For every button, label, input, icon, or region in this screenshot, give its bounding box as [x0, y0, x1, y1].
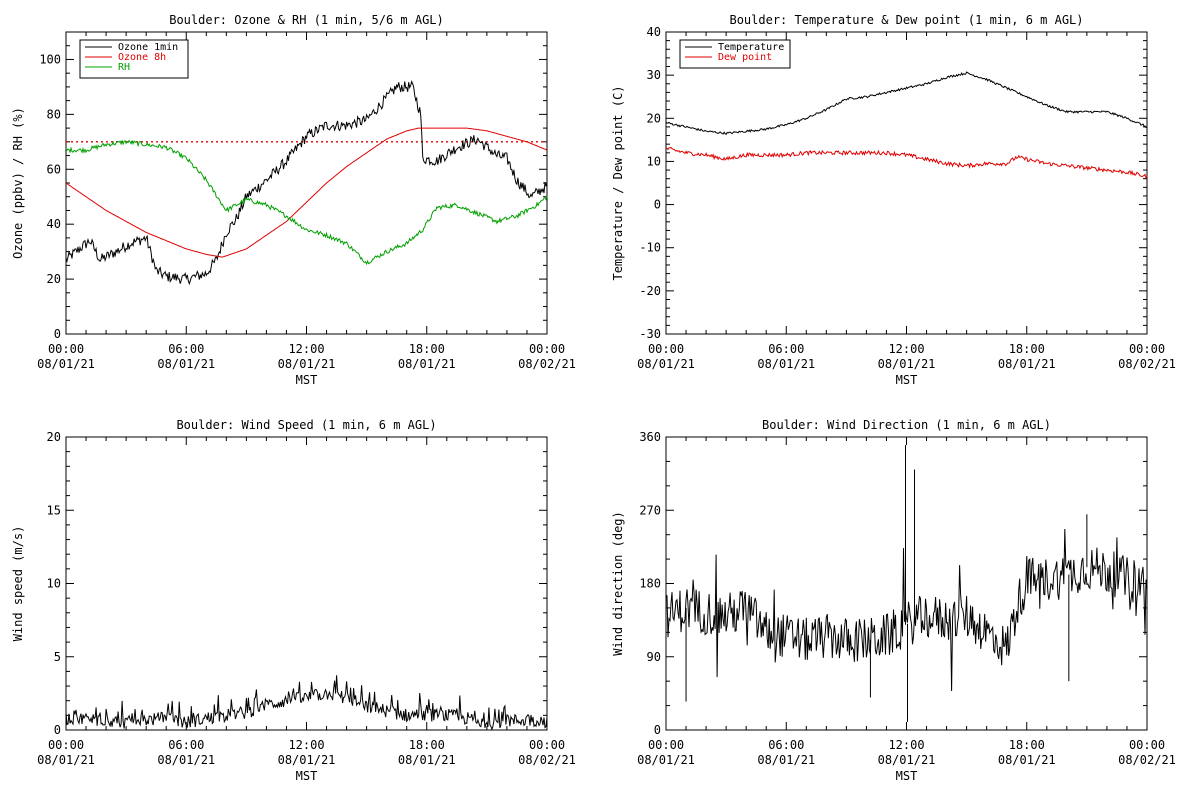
- y-tick-label: 10: [647, 154, 661, 168]
- x-tick-time: 12:00: [288, 342, 324, 356]
- x-tick-date: 08/01/21: [278, 753, 336, 767]
- y-tick-label: 180: [639, 577, 661, 591]
- x-tick-time: 00:00: [48, 738, 84, 752]
- x-tick-time: 06:00: [168, 342, 204, 356]
- y-tick-label: 20: [47, 272, 61, 286]
- y-tick-label: 60: [47, 162, 61, 176]
- series-line-temperature: [665, 71, 1148, 136]
- x-axis-label: MST: [296, 769, 318, 783]
- x-tick-date: 08/01/21: [398, 357, 456, 371]
- x-tick-time: 06:00: [768, 738, 804, 752]
- y-tick-label: 15: [47, 503, 61, 517]
- y-tick-label: 10: [47, 577, 61, 591]
- series-line-wind-direction: [665, 528, 1148, 692]
- y-tick-label: 270: [639, 503, 661, 517]
- x-tick-date: 08/02/21: [1118, 357, 1176, 371]
- x-tick-date: 08/02/21: [518, 753, 576, 767]
- x-tick-time: 18:00: [409, 738, 445, 752]
- series-line-ozone-1min: [65, 80, 548, 286]
- y-tick-label: 20: [47, 430, 61, 444]
- wind-speed-panel: Boulder: Wind Speed (1 min, 6 m AGL) Wind…: [11, 418, 576, 783]
- x-tick-time: 00:00: [1129, 738, 1165, 752]
- x-tick-date: 08/01/21: [637, 357, 695, 371]
- chart-title: Boulder: Temperature & Dew point (1 min,…: [729, 13, 1083, 27]
- legend-entry: Ozone 1min: [118, 42, 178, 53]
- plot-frame: [65, 436, 548, 731]
- legend-box: [679, 39, 791, 69]
- y-axis-label: Wind speed (m/s): [11, 526, 25, 642]
- x-tick-time: 00:00: [48, 342, 84, 356]
- y-axis-label: Ozone (ppbv) / RH (%): [11, 107, 25, 259]
- x-axis-label: MST: [896, 373, 918, 387]
- x-tick-time: 18:00: [1009, 342, 1045, 356]
- x-tick-time: 12:00: [888, 342, 924, 356]
- series-line-rh: [65, 139, 548, 266]
- x-tick-time: 06:00: [768, 342, 804, 356]
- chart-title: Boulder: Wind Direction (1 min, 6 m AGL): [762, 418, 1051, 432]
- x-tick-date: 08/01/21: [878, 753, 936, 767]
- y-tick-label: 0: [654, 723, 661, 737]
- x-tick-date: 08/01/21: [157, 753, 215, 767]
- x-tick-time: 12:00: [288, 738, 324, 752]
- y-tick-label: 80: [47, 107, 61, 121]
- temperature-dewpoint-panel: Boulder: Temperature & Dew point (1 min,…: [611, 13, 1176, 387]
- y-tick-label: -20: [639, 284, 661, 298]
- x-tick-date: 08/01/21: [37, 753, 95, 767]
- x-tick-time: 00:00: [529, 738, 565, 752]
- x-tick-date: 08/01/21: [37, 357, 95, 371]
- x-tick-time: 00:00: [529, 342, 565, 356]
- legend-entry: RH: [118, 62, 130, 73]
- chart-title: Boulder: Wind Speed (1 min, 6 m AGL): [176, 418, 436, 432]
- y-tick-label: 40: [647, 25, 661, 39]
- plot-frame: [665, 436, 1148, 731]
- chart-title: Boulder: Ozone & RH (1 min, 5/6 m AGL): [169, 13, 444, 27]
- x-tick-date: 08/01/21: [998, 357, 1056, 371]
- x-tick-date: 08/01/21: [757, 753, 815, 767]
- x-tick-time: 00:00: [648, 738, 684, 752]
- y-tick-label: 0: [54, 327, 61, 341]
- x-tick-date: 08/01/21: [637, 753, 695, 767]
- series-line-ozone-8h: [65, 127, 548, 258]
- series-line-dew-point: [665, 147, 1148, 180]
- x-tick-date: 08/01/21: [157, 357, 215, 371]
- x-axis-label: MST: [296, 373, 318, 387]
- x-tick-date: 08/01/21: [878, 357, 936, 371]
- x-tick-date: 08/02/21: [1118, 753, 1176, 767]
- x-tick-time: 00:00: [648, 342, 684, 356]
- y-tick-label: -10: [639, 241, 661, 255]
- x-tick-time: 00:00: [1129, 342, 1165, 356]
- y-tick-label: 90: [647, 650, 661, 664]
- x-tick-date: 08/01/21: [757, 357, 815, 371]
- y-axis-label: Wind direction (deg): [611, 511, 625, 656]
- y-tick-label: 100: [39, 52, 61, 66]
- legend-entry: Dew point: [718, 52, 772, 63]
- y-tick-label: 30: [647, 68, 661, 82]
- y-tick-label: 5: [54, 650, 61, 664]
- x-tick-time: 06:00: [168, 738, 204, 752]
- legend-entry: Temperature: [718, 42, 784, 53]
- plot-frame: [665, 31, 1148, 335]
- wind-direction-panel: Boulder: Wind Direction (1 min, 6 m AGL)…: [611, 418, 1176, 783]
- ozone-rh-panel: Boulder: Ozone & RH (1 min, 5/6 m AGL) Oz…: [11, 13, 576, 387]
- y-tick-label: 20: [647, 111, 661, 125]
- y-tick-label: 0: [54, 723, 61, 737]
- x-tick-date: 08/01/21: [998, 753, 1056, 767]
- x-tick-time: 18:00: [409, 342, 445, 356]
- x-tick-time: 18:00: [1009, 738, 1045, 752]
- series-line-wind-speed: [65, 675, 548, 731]
- y-tick-label: 360: [639, 430, 661, 444]
- x-tick-time: 12:00: [888, 738, 924, 752]
- y-tick-label: 0: [654, 198, 661, 212]
- legend-entry: Ozone 8h: [118, 52, 166, 63]
- y-tick-label: -30: [639, 327, 661, 341]
- legend-box: [79, 39, 189, 79]
- x-axis-label: MST: [896, 769, 918, 783]
- x-tick-date: 08/02/21: [518, 357, 576, 371]
- x-tick-date: 08/01/21: [398, 753, 456, 767]
- y-axis-label: Temperature / Dew point (C): [611, 85, 625, 280]
- y-tick-label: 40: [47, 217, 61, 231]
- x-tick-date: 08/01/21: [278, 357, 336, 371]
